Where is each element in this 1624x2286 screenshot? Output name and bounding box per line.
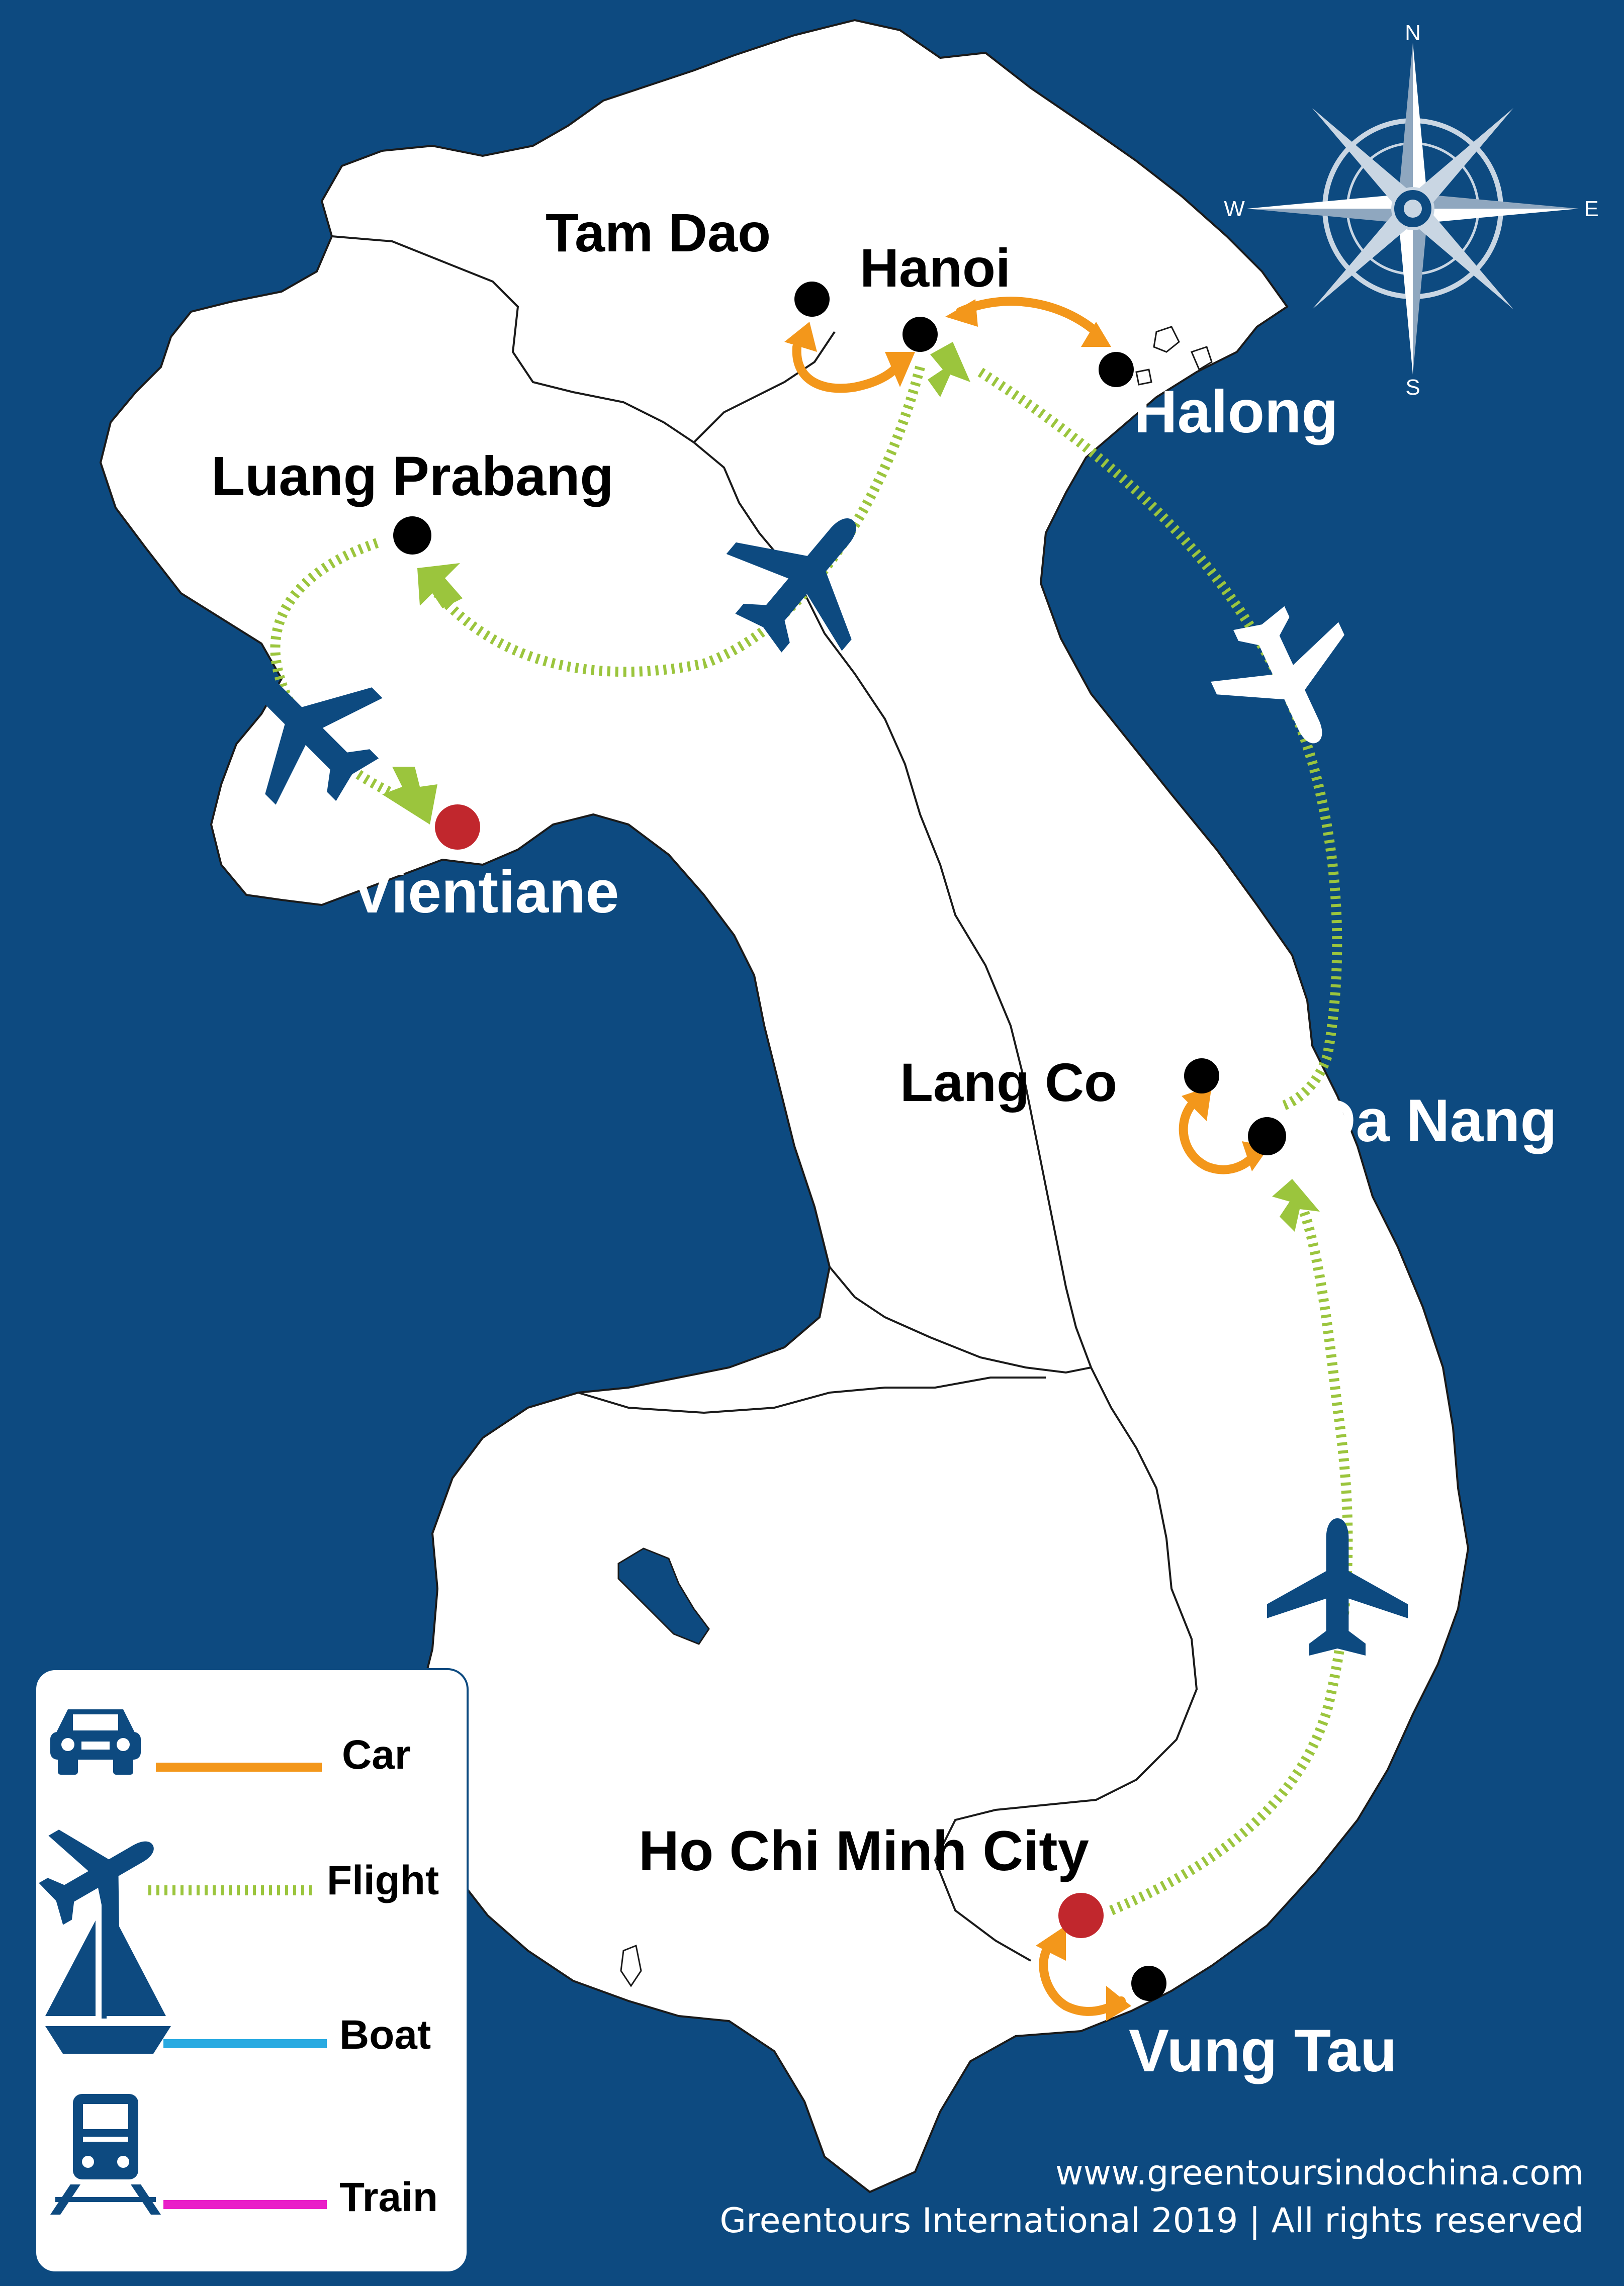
legend-label-flight: Flight: [327, 1858, 439, 1903]
flight-route-hanoi-da-nang: [977, 368, 1342, 1111]
marker-vung-tau: [1131, 1966, 1166, 2001]
island: [620, 1944, 642, 1987]
marker-tam-dao: [794, 282, 830, 317]
legend-box: [34, 1668, 469, 2273]
footer-website: www.greentoursindochina.com: [1055, 2153, 1584, 2193]
lake-tonle-sap: [617, 1547, 710, 1645]
city-label-halong: Halong: [1134, 378, 1338, 445]
sailboat-icon: [45, 1898, 171, 2054]
marker-vientiane: [435, 804, 480, 850]
marker-halong: [1099, 352, 1134, 387]
marker-luang-prabang: [393, 516, 431, 555]
city-label-lang-co: Lang Co: [900, 1052, 1117, 1113]
train-icon: [50, 2094, 161, 2215]
compass-rose: N S E W: [1224, 21, 1598, 400]
country-borders: [331, 235, 1198, 1962]
compass-south: S: [1405, 375, 1420, 400]
car-arrowheads: [784, 299, 1270, 2021]
legend-label-train: Train: [339, 2174, 438, 2220]
marker-ho-chi-minh-city: [1058, 1893, 1104, 1938]
city-label-ho-chi-minh-city: Ho Chi Minh City: [639, 1819, 1089, 1882]
marker-lang-co: [1184, 1058, 1219, 1093]
city-label-vientiane: Vientiane: [352, 858, 619, 926]
city-label-tam-dao: Tam Dao: [546, 202, 771, 263]
compass-west: W: [1224, 197, 1245, 221]
footer-copyright: Greentours International 2019 | All righ…: [719, 2201, 1584, 2241]
compass-east: E: [1584, 197, 1598, 221]
city-markers: [393, 282, 1286, 2001]
city-label-da-nang: Da Nang: [1312, 1087, 1557, 1154]
island: [1135, 369, 1152, 386]
legend: Car Flight Boat Train: [21, 1668, 469, 2273]
car-icon: [50, 1709, 141, 1775]
city-label-hanoi: Hanoi: [860, 237, 1011, 298]
legend-label-boat: Boat: [339, 2012, 431, 2058]
legend-label-car: Car: [342, 1732, 411, 1778]
marker-da-nang: [1248, 1117, 1286, 1155]
island: [1190, 346, 1213, 371]
car-routes: [792, 297, 1261, 2016]
compass-north: N: [1405, 21, 1421, 45]
city-label-vung-tau: Vung Tau: [1129, 2017, 1397, 2084]
flight-arrowheads: [382, 342, 1320, 1232]
island: [1153, 326, 1180, 353]
city-label-luang-prabang: Luang Prabang: [211, 445, 614, 507]
marker-hanoi: [903, 317, 938, 352]
